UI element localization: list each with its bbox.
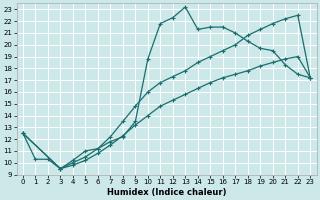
X-axis label: Humidex (Indice chaleur): Humidex (Indice chaleur) <box>107 188 226 197</box>
